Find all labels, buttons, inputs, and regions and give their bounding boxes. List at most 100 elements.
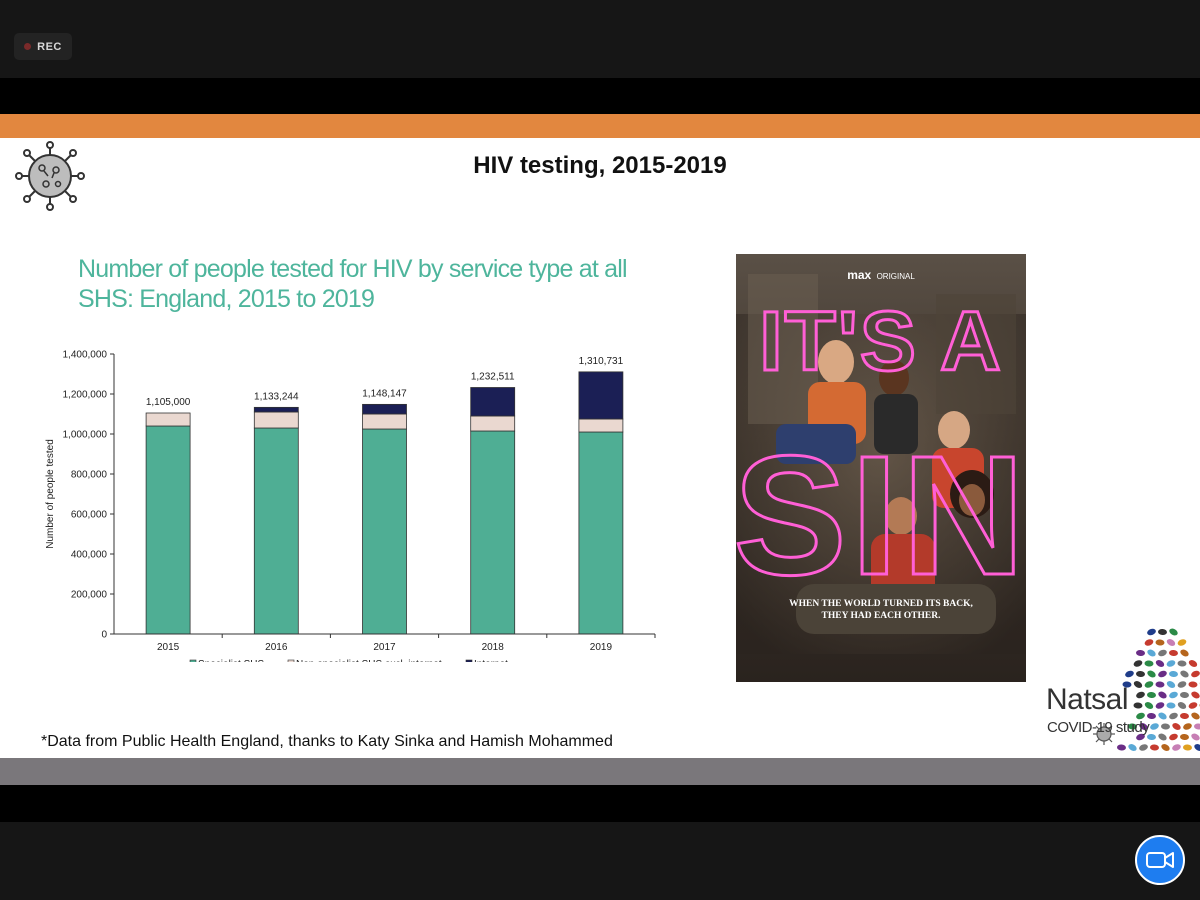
mosaic-dot xyxy=(1158,649,1167,657)
letterbox-bottom xyxy=(0,785,1200,822)
poster-title-line1: IT'S A xyxy=(759,294,1003,388)
mosaic-dot xyxy=(1191,691,1200,699)
mosaic-dot xyxy=(1133,681,1143,688)
mosaic-dot xyxy=(1194,744,1200,751)
natsal-subtitle: COVID-19 study xyxy=(1047,719,1150,736)
bar-segment-internet-2016 xyxy=(253,406,299,413)
x-tick-label: 2016 xyxy=(265,642,288,653)
letterbox-top xyxy=(0,78,1200,114)
mosaic-dot xyxy=(1136,733,1145,741)
mosaic-dot xyxy=(1136,670,1145,678)
meeting-bottom-bar xyxy=(0,822,1200,900)
y-tick-label: 600,000 xyxy=(71,510,108,521)
slide-title: HIV testing, 2015-2019 xyxy=(473,152,727,179)
bar-segment-internet-2017 xyxy=(362,403,407,415)
legend-swatch xyxy=(189,659,197,662)
mosaic-dot xyxy=(1147,628,1156,636)
bar-segment-specialist-shs-2016 xyxy=(253,427,299,635)
mosaic-dot xyxy=(1144,681,1154,688)
mosaic-dot xyxy=(1128,744,1137,751)
shared-slide: HIV testing, 2015-2019 Number of people … xyxy=(0,114,1200,785)
meeting-top-bar: REC xyxy=(0,0,1200,78)
bar-segment-non-specialist-shs-excl-internet-2019 xyxy=(578,418,624,433)
recording-indicator[interactable]: REC xyxy=(14,33,72,60)
mosaic-dot xyxy=(1183,723,1192,730)
mosaic-dot xyxy=(1136,649,1145,657)
slide-accent-bar xyxy=(0,114,1200,138)
x-tick-label: 2015 xyxy=(157,642,180,653)
mosaic-dot xyxy=(1125,670,1134,678)
mosaic-dot xyxy=(1147,670,1156,678)
x-tick-label: 2018 xyxy=(482,642,505,653)
y-tick-label: 1,200,000 xyxy=(63,390,108,401)
poster-tagline-line1: WHEN THE WORLD TURNED ITS BACK, xyxy=(789,599,973,609)
mosaic-dot xyxy=(1177,660,1187,667)
bar-total-label: 1,310,731 xyxy=(579,356,624,367)
y-tick-label: 200,000 xyxy=(71,590,108,601)
recording-label: REC xyxy=(37,40,62,53)
mosaic-dot xyxy=(1177,702,1187,709)
mosaic-dot xyxy=(1147,649,1156,657)
mosaic-dot xyxy=(1144,639,1154,646)
mosaic-dot xyxy=(1191,712,1200,720)
y-tick-label: 800,000 xyxy=(71,470,108,481)
mosaic-dot xyxy=(1161,723,1170,730)
mosaic-dot xyxy=(1158,670,1167,678)
its-a-sin-poster: max ORIGINAL IT'S A SIN WHEN THE WORLD T… xyxy=(736,254,1026,682)
poster-tagline-line2: THEY HAD EACH OTHER. xyxy=(822,611,941,621)
bar-total-label: 1,105,000 xyxy=(146,397,191,408)
mosaic-dot xyxy=(1117,744,1126,751)
mosaic-dot xyxy=(1169,712,1178,720)
video-camera-icon xyxy=(1146,852,1174,868)
mosaic-dot xyxy=(1133,660,1143,667)
bar-segment-specialist-shs-2019 xyxy=(578,431,624,635)
mosaic-dot xyxy=(1150,744,1159,751)
footnote: *Data from Public Health England, thanks… xyxy=(41,733,613,750)
y-tick-label: 400,000 xyxy=(71,550,108,561)
bar-segment-non-specialist-shs-excl-internet-2017 xyxy=(362,413,407,430)
mosaic-dot xyxy=(1169,733,1178,741)
mosaic-dot xyxy=(1128,723,1137,730)
mosaic-dot xyxy=(1180,649,1189,657)
y-tick-label: 1,000,000 xyxy=(63,430,108,441)
mosaic-dot xyxy=(1158,628,1167,636)
natsal-wordmark: Natsal xyxy=(1046,683,1129,716)
mosaic-dot xyxy=(1122,681,1132,688)
mosaic-dot xyxy=(1158,733,1167,741)
mosaic-dot xyxy=(1144,660,1154,667)
bar-total-label: 1,232,511 xyxy=(471,371,515,382)
mosaic-dot xyxy=(1191,733,1200,741)
y-tick-label: 0 xyxy=(101,630,107,641)
mosaic-dot xyxy=(1136,712,1145,720)
mosaic-dot xyxy=(1172,744,1181,751)
mosaic-dot xyxy=(1166,681,1176,688)
poster-brand: max xyxy=(847,268,871,282)
mosaic-dot xyxy=(1158,712,1167,720)
mosaic-dot xyxy=(1180,733,1189,741)
mosaic-dot xyxy=(1155,702,1165,709)
mosaic-dot xyxy=(1139,723,1148,730)
bar-segment-specialist-shs-2018 xyxy=(470,430,516,635)
legend-label: Specialist SHS xyxy=(198,659,264,662)
mosaic-dot xyxy=(1183,744,1192,751)
mosaic-dot xyxy=(1155,681,1165,688)
x-tick-label: 2017 xyxy=(373,642,396,653)
bar-segment-non-specialist-shs-excl-internet-2016 xyxy=(253,411,299,429)
mosaic-dot xyxy=(1158,691,1167,699)
slide-footer-bar xyxy=(0,758,1200,785)
svg-text:max ORIGINAL: max ORIGINAL xyxy=(847,268,915,282)
mosaic-dot xyxy=(1166,702,1176,709)
virus-icon xyxy=(15,141,85,211)
video-camera-button[interactable] xyxy=(1135,835,1185,885)
mosaic-dot xyxy=(1188,681,1198,688)
mosaic-dot xyxy=(1180,670,1189,678)
mosaic-dot xyxy=(1136,691,1145,699)
stacked-bar-chart: 0 200,000 400,000 600,000 800,000 1,000,000 1,… xyxy=(45,350,656,662)
mosaic-dot xyxy=(1155,660,1165,667)
bar-segment-non-specialist-shs-excl-internet-2018 xyxy=(470,415,516,432)
legend-swatch xyxy=(465,659,473,662)
mosaic-dot xyxy=(1169,670,1178,678)
y-axis-title: Number of people tested xyxy=(45,439,56,549)
mosaic-dot xyxy=(1177,681,1187,688)
mosaic-dot xyxy=(1166,660,1176,667)
